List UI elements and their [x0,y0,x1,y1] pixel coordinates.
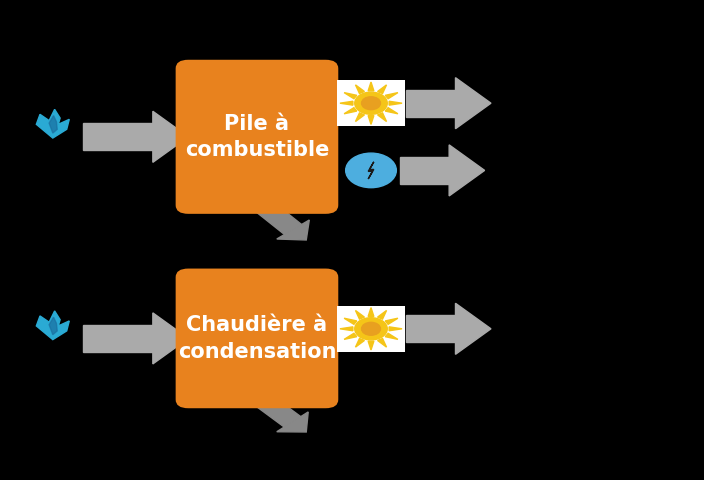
Polygon shape [389,327,402,331]
Polygon shape [377,85,386,94]
Polygon shape [344,333,357,339]
Polygon shape [356,85,365,94]
Polygon shape [356,338,365,347]
Circle shape [362,323,380,335]
Polygon shape [37,109,69,138]
Polygon shape [385,108,398,114]
Polygon shape [368,308,374,316]
Circle shape [362,97,380,109]
Polygon shape [83,325,153,352]
Polygon shape [153,313,188,364]
FancyBboxPatch shape [337,80,405,126]
Polygon shape [449,145,484,196]
Text: Pile à
combustible: Pile à combustible [184,114,329,160]
Polygon shape [368,82,374,91]
Polygon shape [49,116,57,133]
Polygon shape [455,303,491,354]
Polygon shape [256,202,301,235]
Polygon shape [356,113,365,121]
Polygon shape [277,412,308,432]
Polygon shape [49,317,57,335]
Polygon shape [400,157,449,184]
Circle shape [355,318,387,340]
FancyBboxPatch shape [337,306,405,352]
Polygon shape [385,333,398,339]
Polygon shape [368,116,374,124]
FancyBboxPatch shape [175,60,338,214]
Polygon shape [455,78,491,129]
Polygon shape [356,311,365,319]
Polygon shape [377,338,386,347]
Polygon shape [406,90,455,117]
Polygon shape [340,101,353,105]
Polygon shape [153,111,188,162]
Polygon shape [344,318,357,324]
Polygon shape [406,315,455,342]
Circle shape [355,92,387,114]
Polygon shape [37,311,69,340]
Polygon shape [377,113,386,121]
Polygon shape [277,220,309,240]
Polygon shape [344,108,357,114]
Polygon shape [389,101,402,105]
Polygon shape [368,341,374,350]
Circle shape [346,153,396,188]
Polygon shape [344,93,357,99]
Polygon shape [385,318,398,324]
Polygon shape [340,327,353,331]
Polygon shape [377,311,386,319]
Polygon shape [385,93,398,99]
Polygon shape [83,123,153,150]
Polygon shape [256,396,301,427]
Text: Chaudière à
condensation: Chaudière à condensation [177,315,337,361]
FancyBboxPatch shape [175,269,338,408]
Polygon shape [368,162,374,179]
